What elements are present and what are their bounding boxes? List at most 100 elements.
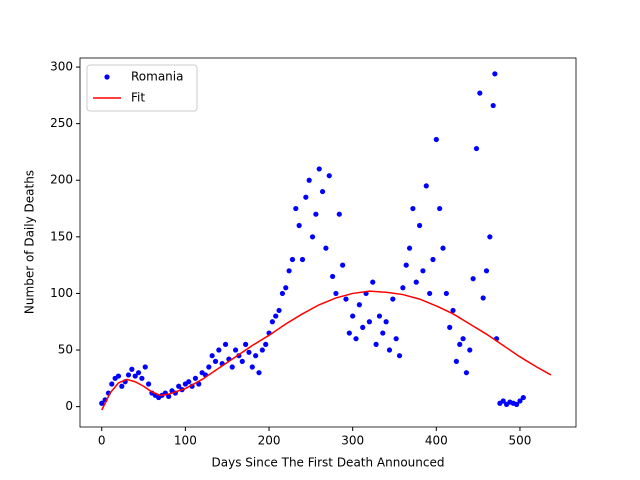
data-point (303, 194, 309, 200)
data-point (490, 102, 496, 109)
data-point (433, 136, 439, 143)
data-point (520, 394, 526, 401)
y-tick-label: 300 (50, 60, 73, 74)
y-tick-label: 250 (50, 116, 73, 130)
data-point (293, 205, 299, 212)
data-point (239, 358, 245, 364)
data-point (360, 324, 366, 330)
data-point (299, 256, 306, 263)
data-point (390, 296, 396, 302)
y-axis-label: Number of Daily Deaths (23, 170, 37, 314)
legend-label: Romania (131, 70, 183, 84)
data-point (119, 383, 125, 389)
data-point (229, 364, 235, 370)
data-point (380, 330, 386, 336)
data-point (246, 349, 252, 355)
data-point (447, 324, 453, 330)
data-point (132, 373, 138, 379)
data-point (356, 302, 362, 308)
data-point (206, 364, 212, 370)
data-point (480, 295, 486, 301)
data-point (450, 307, 456, 314)
data-point (232, 347, 239, 353)
data-point (330, 273, 336, 280)
data-point (279, 290, 286, 297)
legend-box (86, 64, 198, 112)
y-tick-label: 200 (50, 173, 73, 187)
data-point (125, 372, 132, 378)
x-axis-label: Days Since The First Death Announced (212, 456, 445, 470)
data-point (350, 313, 356, 319)
data-point (273, 313, 279, 319)
data-point (176, 383, 182, 389)
data-point (139, 375, 145, 381)
data-point (306, 177, 312, 183)
legend-marker (104, 74, 110, 80)
data-point (109, 381, 115, 387)
data-point (166, 393, 172, 400)
data-point (283, 285, 289, 291)
data-point (400, 285, 406, 291)
data-point (192, 375, 199, 381)
fit-line (101, 290, 552, 411)
data-point (243, 341, 249, 347)
data-point (487, 234, 493, 240)
data-point (209, 353, 215, 359)
data-point (430, 256, 436, 263)
x-tick-label: 400 (425, 434, 448, 448)
data-point (326, 173, 332, 179)
data-point (460, 336, 466, 342)
data-point (500, 398, 506, 404)
data-point (517, 398, 523, 404)
data-point (319, 188, 326, 195)
data-point (253, 353, 259, 359)
data-point (323, 245, 329, 251)
data-point (256, 370, 262, 376)
x-tick-label: 300 (341, 434, 364, 448)
data-point (309, 234, 316, 240)
data-point (346, 330, 352, 336)
data-point (376, 313, 383, 319)
x-tick-label: 200 (258, 434, 281, 448)
data-point (212, 358, 219, 364)
data-point (145, 381, 152, 387)
data-point (383, 319, 389, 325)
y-tick-label: 50 (58, 343, 73, 357)
data-point (313, 211, 319, 217)
data-point (457, 341, 463, 347)
data-point (420, 268, 426, 274)
data-point (142, 364, 148, 370)
data-point (135, 370, 142, 376)
y-tick-label: 0 (65, 399, 73, 413)
x-tick-label: 0 (98, 434, 106, 448)
data-point (467, 347, 473, 353)
data-point (443, 290, 449, 297)
data-point (99, 400, 105, 406)
x-tick-label: 100 (174, 434, 197, 448)
data-point (333, 290, 339, 297)
data-point (470, 276, 476, 282)
data-point (263, 341, 269, 347)
y-tick-label: 150 (50, 229, 73, 243)
data-point (413, 279, 419, 285)
data-point (216, 347, 222, 353)
data-point (289, 256, 296, 263)
data-point (393, 336, 399, 342)
data-point (437, 205, 443, 212)
data-point (259, 347, 265, 353)
plot-frame (79, 57, 577, 428)
data-point (340, 262, 346, 268)
data-point (514, 401, 520, 407)
data-point (343, 296, 349, 302)
data-point (222, 341, 229, 347)
y-tick-label: 100 (50, 286, 73, 300)
data-point (336, 211, 342, 217)
data-point (473, 145, 480, 152)
data-point (453, 358, 459, 364)
data-point (353, 336, 359, 342)
data-point (296, 222, 302, 229)
data-point (477, 90, 483, 96)
data-point (463, 370, 470, 376)
